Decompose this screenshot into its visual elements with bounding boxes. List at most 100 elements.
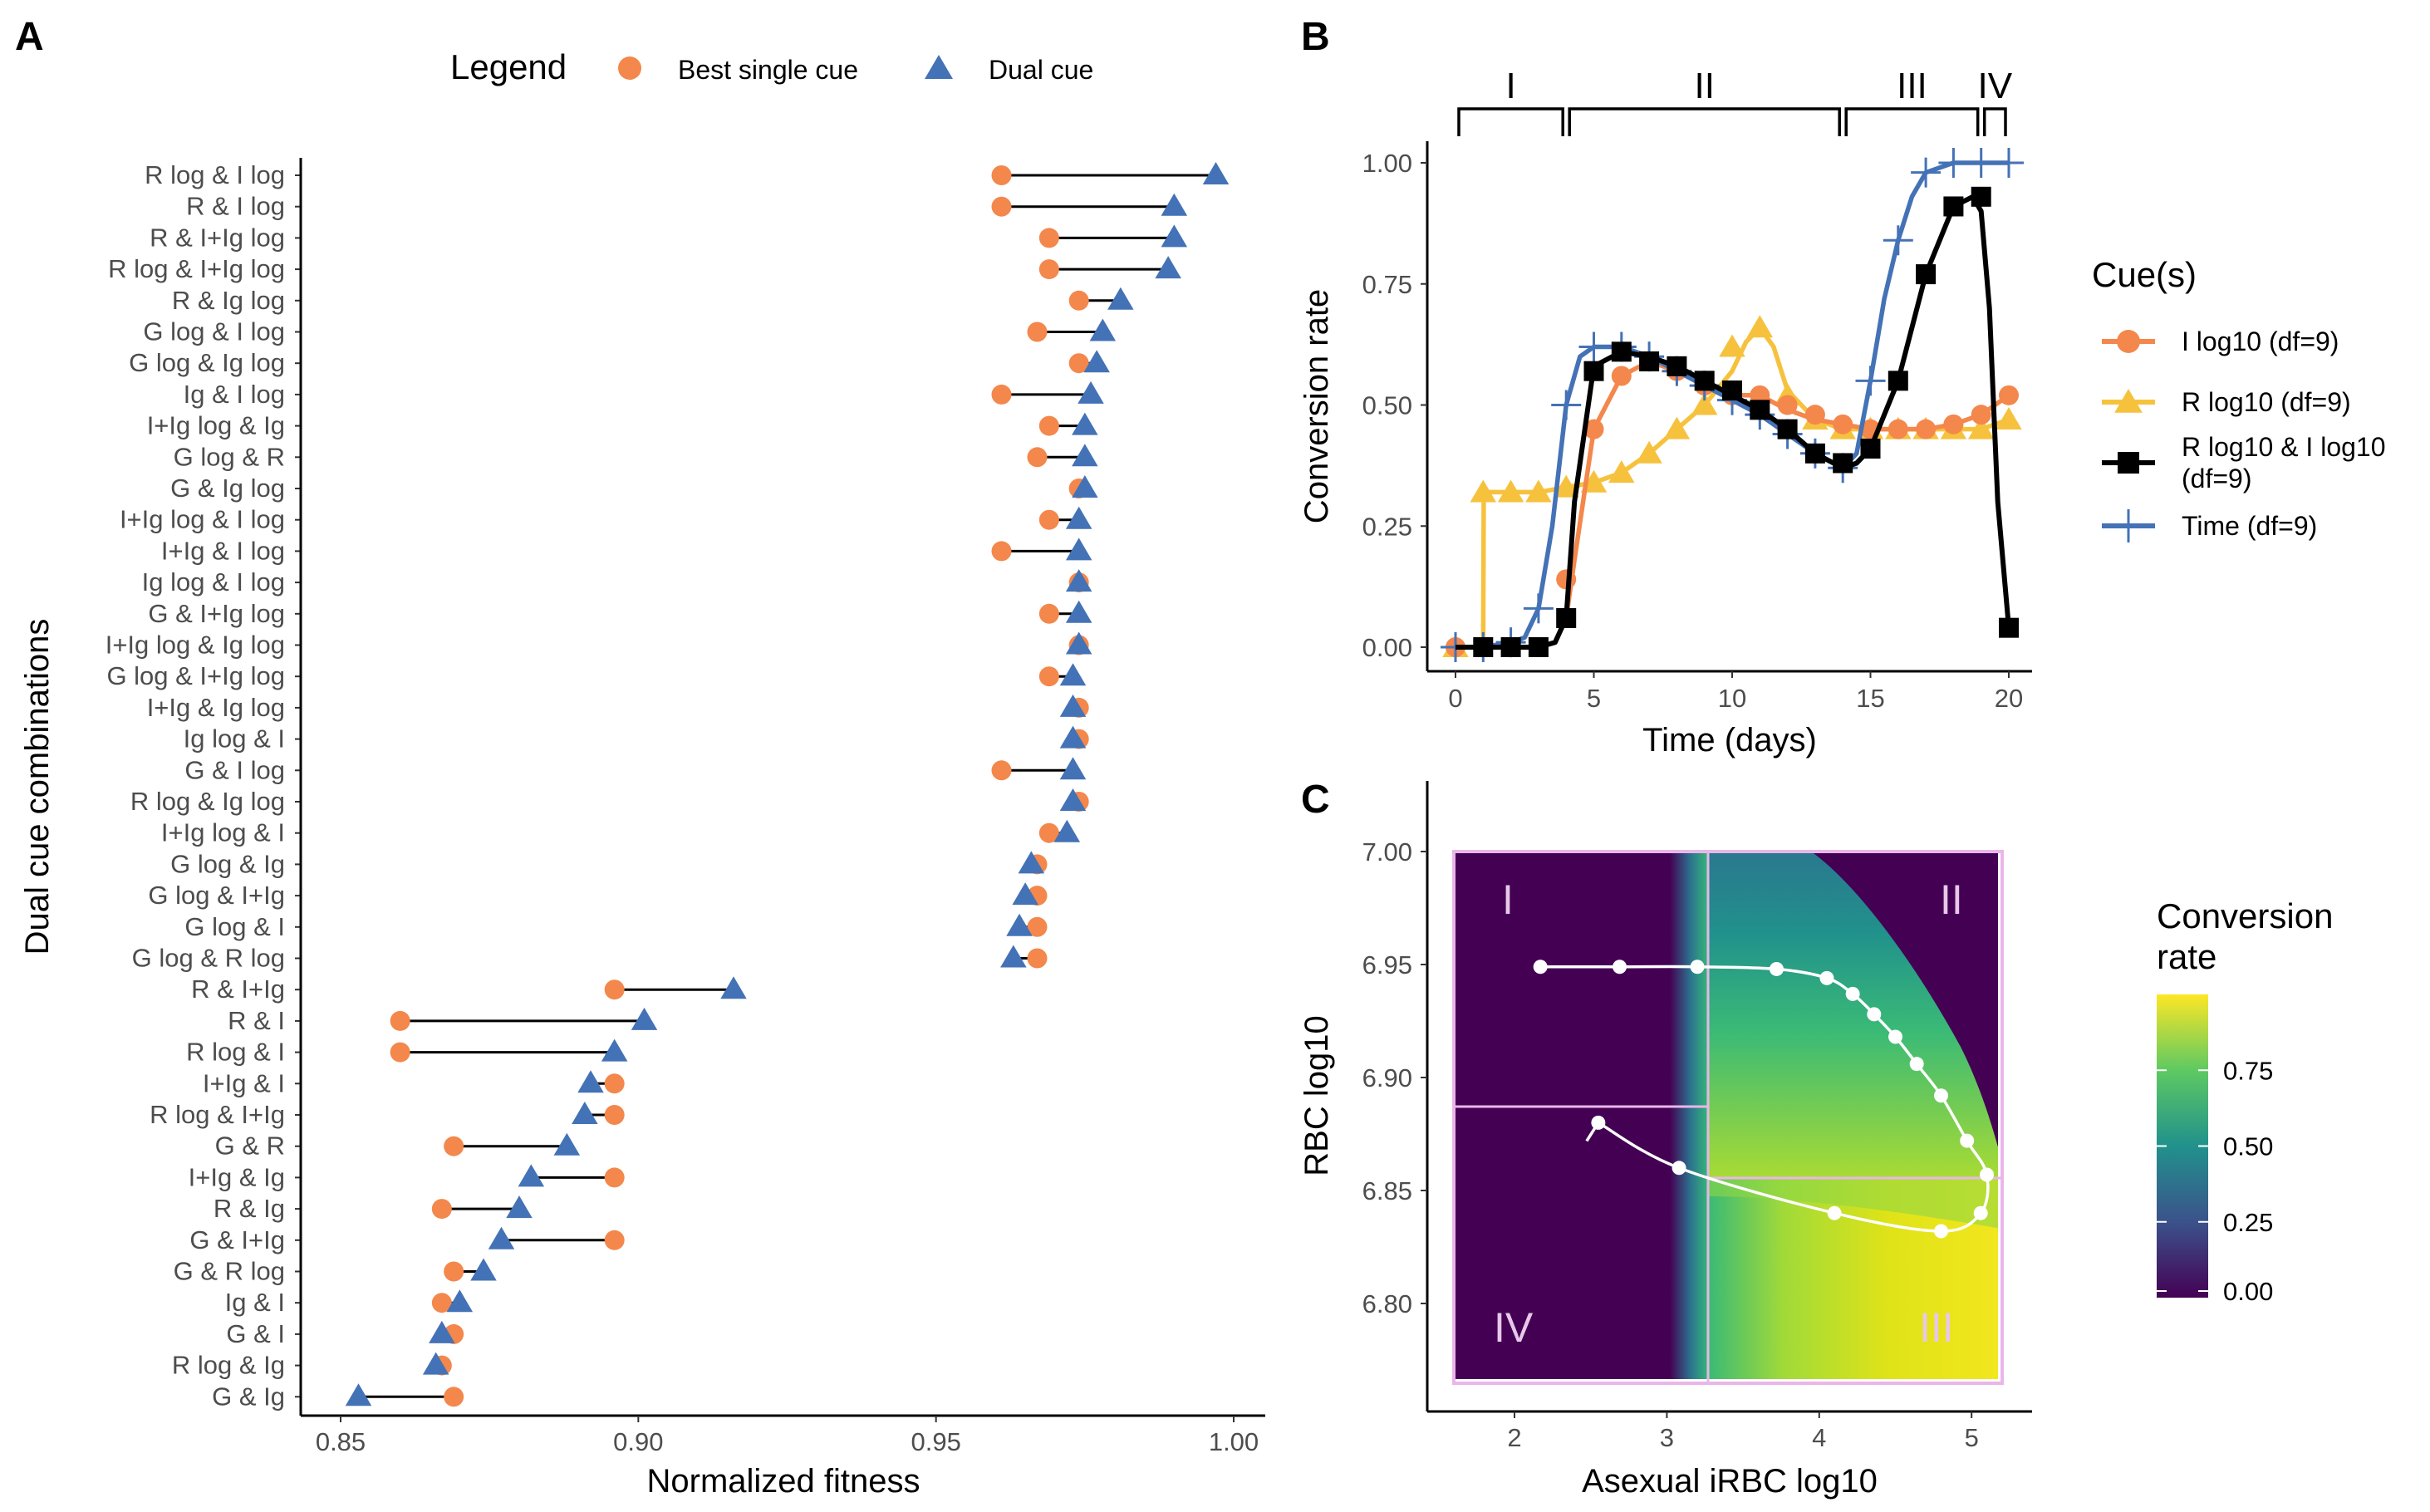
category-label: Ig log & I [184,724,285,754]
category-label: G log & I [184,912,285,941]
trajectory-point [1533,960,1548,974]
x-tick-label: 2 [1507,1423,1521,1452]
data-point [1553,474,1579,498]
region-label: III [1919,1304,1954,1351]
dual-cue-point [1059,757,1087,780]
best-single-cue-point [1068,353,1089,374]
colorbar-tick-label: 0.75 [2223,1056,2273,1085]
dual-cue-point [1072,444,1098,467]
data-point [1694,371,1715,391]
dual-cue-point [1059,788,1087,811]
colorbar-tick-label: 0.50 [2223,1132,2273,1161]
best-single-cue-point [444,1136,464,1156]
category-label: R log & I log [145,160,285,189]
table-row: G log & R [174,442,1098,471]
table-row: R log & I+Ig log [108,254,1181,283]
dual-cue-point [1072,475,1098,498]
table-row: G log & Ig [170,849,1048,878]
category-label: G log & I+Ig log [106,661,285,690]
category-label: I+Ig & I [203,1068,285,1097]
data-point [1916,264,1937,285]
trajectory-point [1845,986,1860,1001]
category-label: I+Ig & Ig [189,1162,285,1191]
table-row: R & Ig log [172,286,1134,315]
phase-bracket: II [1568,66,1841,136]
data-point [1667,356,1687,376]
table-row: G & I [226,1319,464,1348]
table-row: R log & I+Ig [150,1100,625,1129]
table-row: G & R [215,1132,581,1161]
data-point [1943,414,1964,434]
legend-item: R log10 & I log10 (df=9) [2102,432,2386,493]
dual-cue-point [345,1383,372,1406]
table-row: G & R log [174,1257,497,1286]
category-label: R log & Ig log [130,787,285,816]
legend-item: R log10 (df=9) [2102,387,2351,417]
region-label: IV [1494,1304,1534,1351]
x-tick-label: 5 [1965,1423,1979,1452]
x-tick-label: 20 [1995,684,2023,713]
category-label: I+Ig log & Ig [147,411,285,440]
panel-a-y-label: Dual cue combinations [19,619,56,955]
heatmap-border [1452,850,2004,1385]
dual-cue-point [1161,224,1188,248]
phase-bracket: IV [1978,66,2013,136]
table-row: Ig log & I [184,724,1089,754]
best-single-cue-point [1027,447,1048,468]
best-single-cue-point [1038,415,1059,436]
y-tick-label: 1.00 [1362,149,1412,178]
dual-cue-point [470,1258,497,1281]
x-tick-label: 5 [1587,684,1601,713]
panel-b-ticks: 0 5 10 15 20 0.00 0.25 0.50 0.75 1.00 [1362,149,2024,713]
y-tick-label: 6.90 [1362,1063,1412,1092]
trajectory-point [1827,1205,1842,1220]
category-label: G log & R [174,442,285,471]
table-row: G log & I log [143,317,1117,346]
category-label: Ig log & I log [142,567,285,596]
bracket-line [1457,107,1564,136]
trajectory-point [1909,1057,1924,1072]
dual-cue-point [506,1195,533,1219]
dual-cue-point [446,1289,474,1313]
x-tick-label: 0.90 [613,1427,663,1456]
table-row: R & I+Ig log [150,223,1188,252]
colorbar-tick-label: 0.00 [2223,1277,2273,1306]
x-tick-label: 1.00 [1209,1427,1259,1456]
data-point [1888,419,1908,439]
legend-marker [2118,452,2139,474]
region-label: II [1940,876,1963,923]
best-single-cue-point [1068,290,1089,311]
trajectory-point [1867,1007,1882,1022]
colorbar: Conversion rate 0.00 0.25 0.50 0.75 [2157,896,2333,1306]
best-single-cue-point [1038,259,1059,280]
dual-cue-point [518,1164,545,1187]
panel-a-dumbbell-chart: Legend Best single cue Dual cue R log & … [19,47,1265,1500]
data-point [1611,341,1632,362]
dual-cue-point [1059,725,1087,749]
trajectory-point [1819,970,1834,985]
dual-cue-point [720,976,747,999]
category-label: R & Ig [214,1194,285,1223]
y-tick-label: 7.00 [1362,837,1412,866]
data-point [1996,406,2022,430]
data-point [1804,405,1825,425]
dual-cue-point [1059,663,1087,686]
y-tick-label: 6.80 [1362,1289,1412,1318]
panel-a-x-label: Normalized fitness [646,1463,920,1500]
panel-b-line-chart: I II III IV 0 5 10 15 200.000.250.500.751.00 Ti… [1298,66,2386,758]
x-tick-label: 0.95 [911,1427,960,1456]
data-point [1611,366,1632,386]
x-tick-label: 10 [1718,684,1746,713]
category-label: G & R [215,1132,285,1161]
data-point [1971,405,1991,425]
dual-cue-point [1078,380,1104,404]
category-label: I+Ig & I log [161,536,285,565]
category-label: I+Ig log & Ig log [106,631,285,660]
data-point [1971,186,1991,207]
legend-label-line: R log10 & I log10 [2182,432,2386,462]
legend-item: I log10 (df=9) [2102,326,2339,356]
legend-label: R log10 (df=9) [2182,387,2351,417]
table-row: G & I+Ig log [148,599,1092,628]
data-point [1636,440,1662,464]
